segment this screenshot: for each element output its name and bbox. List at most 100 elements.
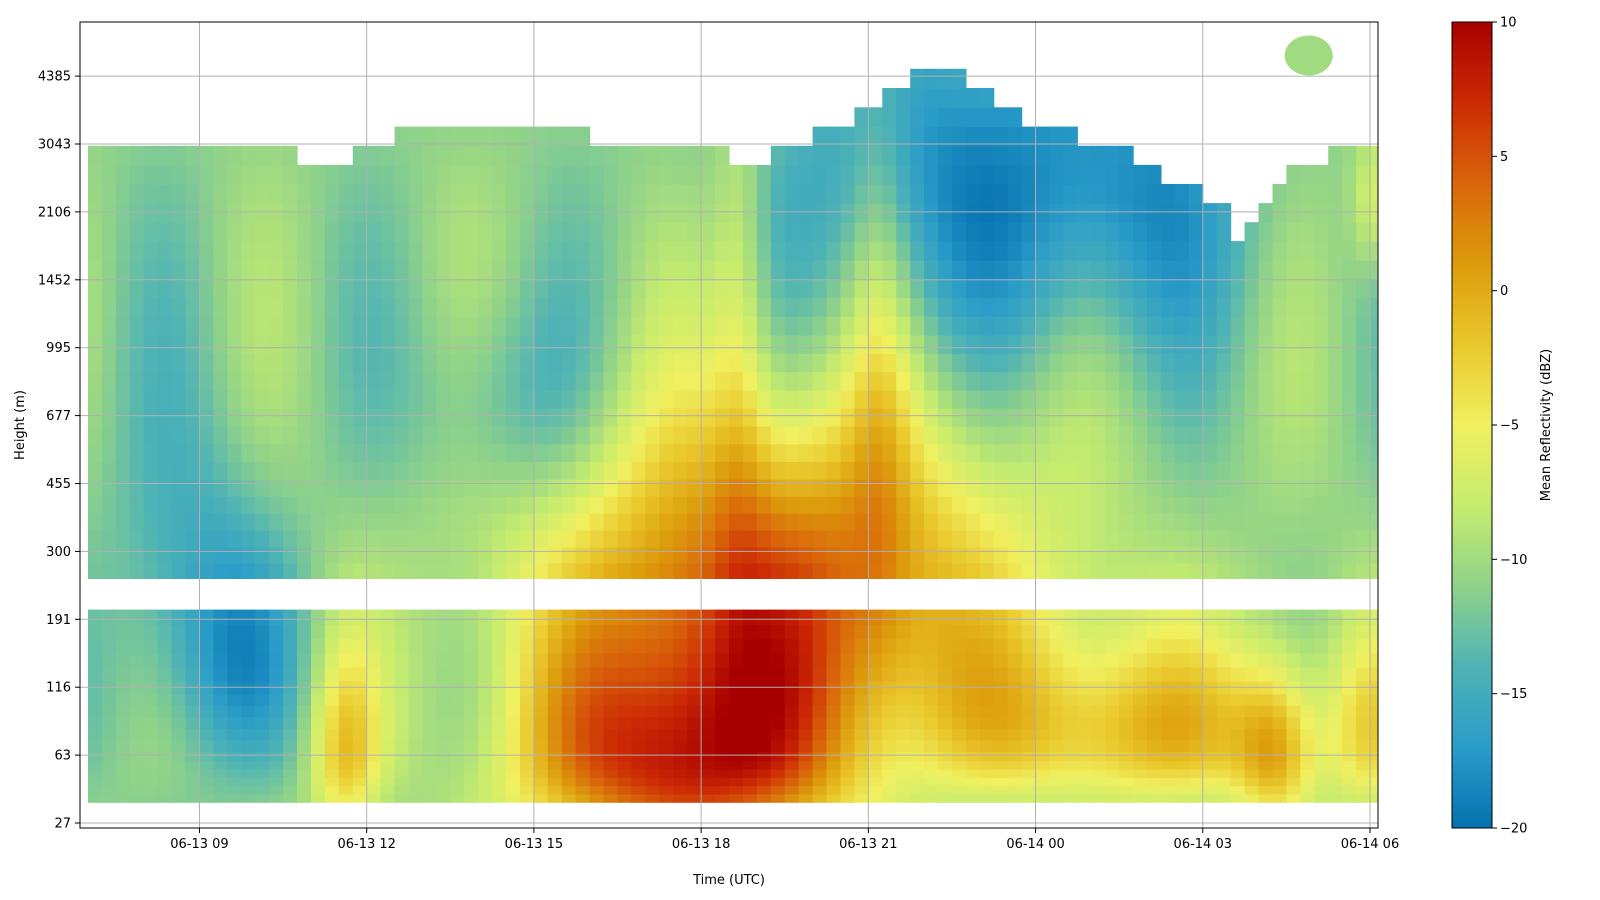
heatmap-cell xyxy=(1133,751,1148,762)
heatmap-cell xyxy=(1174,769,1190,778)
heatmap-cell xyxy=(603,716,619,729)
heatmap-cell xyxy=(770,793,786,803)
heatmap-cell xyxy=(394,297,410,317)
heatmap-cell xyxy=(352,513,368,531)
heatmap-cell xyxy=(1161,666,1176,682)
heatmap-cell xyxy=(324,562,340,579)
heatmap-cell xyxy=(770,408,786,427)
heatmap-cell xyxy=(868,624,883,640)
heatmap-cell xyxy=(338,666,354,682)
heatmap-cell xyxy=(659,751,674,762)
heatmap-cell xyxy=(561,222,577,242)
heatmap-cell xyxy=(854,316,869,336)
heatmap-cell xyxy=(715,681,730,695)
heatmap-cell xyxy=(450,408,465,427)
heatmap-cell xyxy=(938,705,953,718)
heatmap-cell xyxy=(352,241,368,261)
heatmap-cell xyxy=(1258,443,1273,462)
heatmap-cell xyxy=(185,609,200,626)
heatmap-cell xyxy=(283,530,298,548)
heatmap-cell xyxy=(1035,785,1051,795)
heatmap-cell xyxy=(115,530,131,548)
heatmap-cell xyxy=(1300,609,1315,626)
heatmap-cell xyxy=(770,785,786,795)
heatmap-cell xyxy=(784,716,800,729)
heatmap-cell xyxy=(129,793,145,803)
heatmap-cell xyxy=(826,716,841,729)
heatmap-cell xyxy=(520,793,535,803)
heatmap-cell xyxy=(965,609,981,626)
heatmap-cell xyxy=(965,785,981,795)
heatmap-cell xyxy=(324,316,340,336)
heatmap-cell xyxy=(1314,652,1329,668)
heatmap-cell xyxy=(1105,716,1120,729)
heatmap-cell xyxy=(394,609,410,626)
heatmap-cell xyxy=(422,793,437,803)
heatmap-cell xyxy=(115,693,131,706)
heatmap-cell xyxy=(1119,638,1134,654)
heatmap-cell xyxy=(896,652,911,668)
heatmap-cell xyxy=(617,705,632,718)
heatmap-cell xyxy=(1328,716,1343,729)
heatmap-cell xyxy=(1244,769,1260,778)
heatmap-cell xyxy=(547,426,563,445)
heatmap-cell xyxy=(1091,316,1106,336)
heatmap-cell xyxy=(924,241,939,261)
heatmap-cell xyxy=(1314,461,1329,480)
heatmap-cell xyxy=(450,278,465,299)
heatmap-cell xyxy=(715,638,730,654)
heatmap-cell xyxy=(227,353,242,373)
heatmap-cell xyxy=(450,184,465,204)
heatmap-cell xyxy=(380,203,396,223)
heatmap-cell xyxy=(129,777,145,787)
heatmap-cell xyxy=(478,353,493,373)
heatmap-cell xyxy=(965,389,981,409)
heatmap-cell xyxy=(631,278,646,299)
heatmap-cell xyxy=(255,222,270,242)
heatmap-cell xyxy=(770,203,786,223)
heatmap-cell xyxy=(756,316,772,336)
heatmap-cell xyxy=(88,371,103,391)
heatmap-cell xyxy=(589,164,605,185)
heatmap-cell xyxy=(492,693,507,706)
heatmap-cell xyxy=(1328,389,1343,409)
heatmap-cell xyxy=(422,184,437,204)
heatmap-cell xyxy=(157,652,173,668)
heatmap-cell xyxy=(1119,297,1134,317)
heatmap-cell xyxy=(729,793,744,803)
heatmap-cell xyxy=(1147,443,1162,462)
heatmap-cell xyxy=(673,461,688,480)
heatmap-cell xyxy=(1007,164,1023,185)
heatmap-cell xyxy=(338,203,354,223)
heatmap-cell xyxy=(143,443,159,462)
heatmap-cell xyxy=(1342,203,1357,223)
heatmap-cell xyxy=(1230,751,1246,762)
heatmap-cell xyxy=(756,260,772,280)
heatmap-cell xyxy=(1328,777,1343,787)
heatmap-cell xyxy=(979,203,995,223)
heatmap-cell xyxy=(1035,769,1051,778)
heatmap-cell xyxy=(101,184,117,204)
heatmap-cell xyxy=(1272,408,1287,427)
heatmap-cell xyxy=(1202,371,1218,391)
heatmap-cell xyxy=(394,353,410,373)
heatmap-cell xyxy=(1258,389,1273,409)
heatmap-cell xyxy=(520,716,535,729)
heatmap-cell xyxy=(143,716,159,729)
heatmap-cell xyxy=(213,184,228,204)
heatmap-cell xyxy=(1328,371,1343,391)
heatmap-cell xyxy=(283,479,298,497)
heatmap-cell xyxy=(1035,705,1051,718)
heatmap-cell xyxy=(366,666,382,682)
heatmap-cell xyxy=(157,184,173,204)
heatmap-cell xyxy=(1314,184,1329,204)
heatmap-cell xyxy=(1147,546,1162,564)
heatmap-cell xyxy=(506,479,521,497)
heatmap-cell xyxy=(408,513,423,531)
heatmap-cell xyxy=(129,222,145,242)
heatmap-cell xyxy=(1063,408,1078,427)
heatmap-cell xyxy=(1174,426,1190,445)
heatmap-cell xyxy=(506,443,521,462)
heatmap-cell xyxy=(157,728,173,741)
heatmap-cell xyxy=(269,666,284,682)
